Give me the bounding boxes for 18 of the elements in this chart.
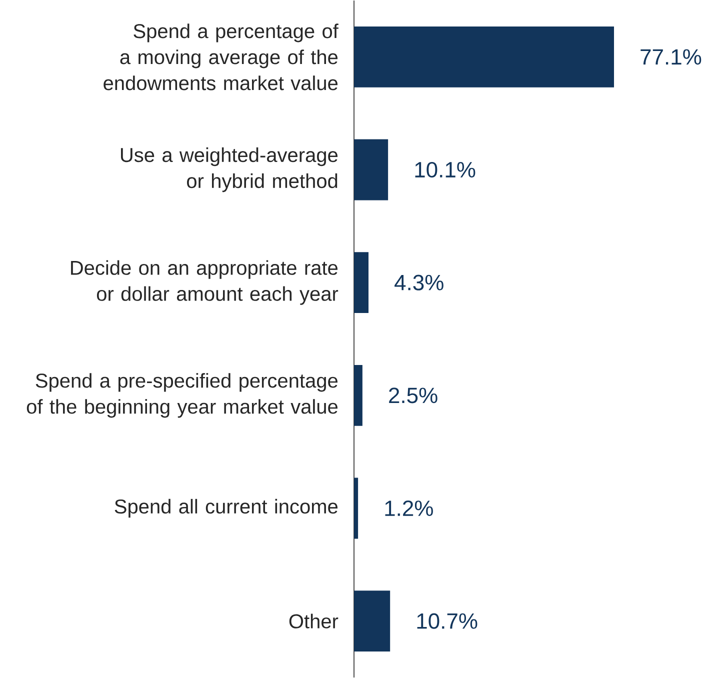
data-label: 4.3%	[394, 274, 444, 290]
bar	[354, 590, 390, 652]
y-tick-label: Decide on an appropriate rate or dollar amount each year	[71, 260, 338, 305]
bar	[354, 26, 614, 88]
bar	[354, 364, 362, 426]
data-label: 2.5%	[389, 388, 438, 404]
y-tick-label: Other	[289, 614, 338, 628]
y-tick-label: Use a weighted-average or hybrid method	[120, 147, 338, 192]
data-label: 10.7%	[417, 613, 478, 629]
data-label: 77.1%	[640, 49, 702, 65]
bar	[354, 478, 358, 539]
data-label: 1.2%	[385, 500, 433, 516]
y-tick-label: Spend all current income	[114, 498, 338, 518]
bar	[354, 252, 368, 314]
bar	[354, 139, 388, 200]
y-tick-label: Spend a pre-specified percentage of the beginning year market value	[26, 373, 338, 418]
data-label: 10.1%	[415, 162, 476, 178]
y-tick-label: Spend a percentage of a moving average of the endowments market value	[104, 24, 338, 90]
